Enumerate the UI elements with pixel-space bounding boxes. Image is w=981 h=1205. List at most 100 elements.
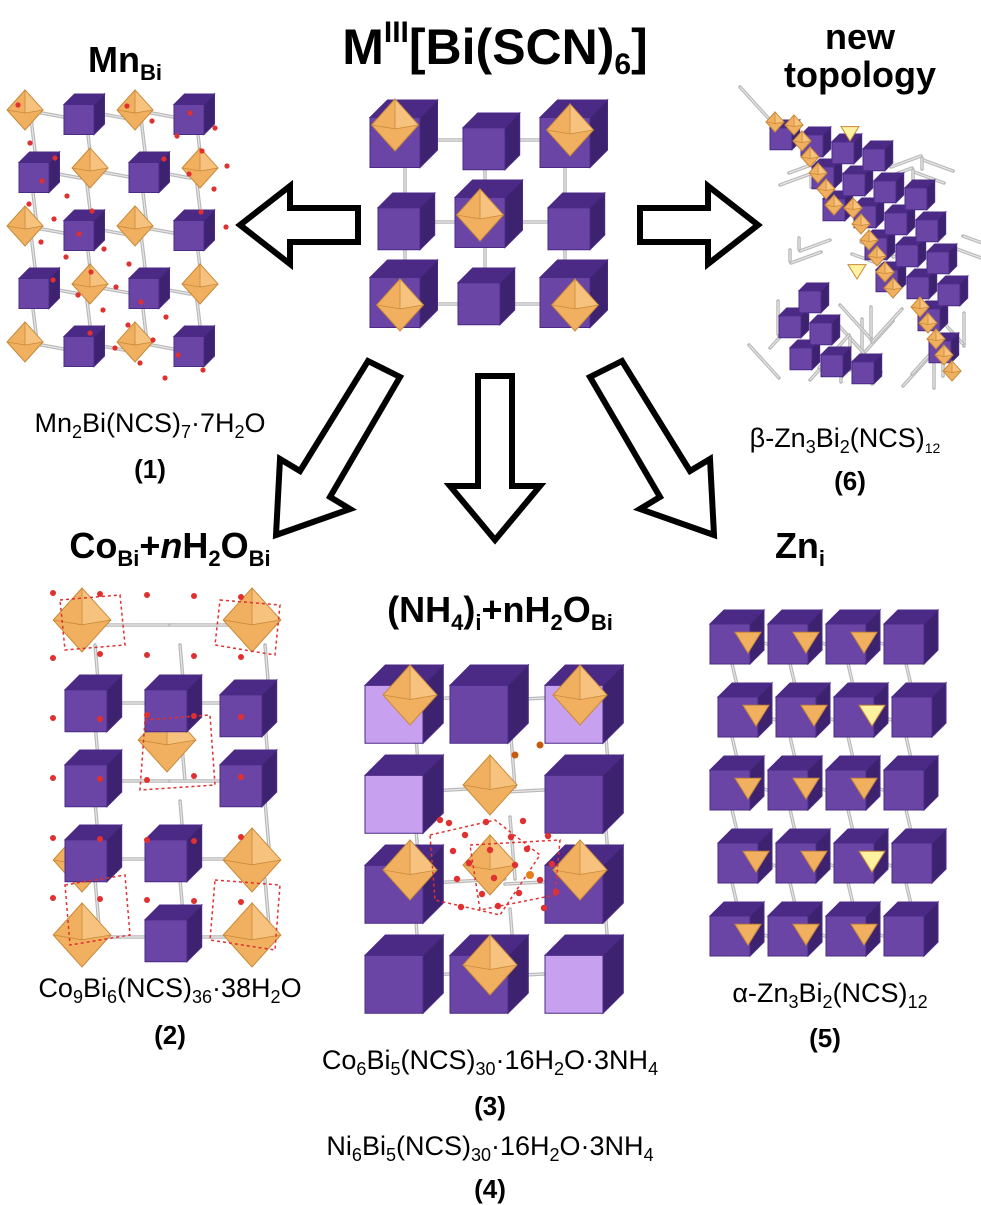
bi-polyhedron [127, 150, 171, 194]
bi-polyhedron [172, 92, 216, 136]
bi-polyhedron [172, 324, 216, 368]
atom [494, 902, 502, 910]
m-polyhedron [116, 88, 154, 131]
atom [163, 314, 169, 320]
nh4-title: (NH4)i+nH2OBi [387, 589, 613, 635]
bi-polyhedron [894, 235, 927, 268]
bi-polyhedron [172, 208, 216, 252]
formula-1: Mn2Bi(NCS)7·7H2O [34, 408, 266, 442]
formula-6: β-Zn3Bi2(NCS)12 [749, 423, 941, 457]
atom [186, 171, 192, 177]
atom [137, 360, 143, 366]
m-polyhedron [462, 753, 518, 816]
atom [238, 714, 244, 720]
atom [511, 861, 519, 869]
atom [223, 224, 229, 230]
atom [238, 594, 244, 600]
m-polyhedron [792, 129, 812, 152]
atom [200, 367, 206, 373]
zn-tetrahedron [792, 631, 820, 654]
arrow-down [443, 373, 547, 545]
atom [97, 591, 103, 597]
atom [50, 715, 56, 721]
atom [436, 816, 444, 824]
mn-bi-title: MnBi [88, 39, 162, 85]
label-4: (4) [474, 1174, 506, 1204]
atom [486, 846, 494, 854]
m-polyhedron [370, 97, 420, 152]
h-bond-network [59, 594, 126, 651]
zn-tetrahedron [734, 923, 762, 946]
bi-polyhedron [936, 274, 969, 307]
m-polyhedron [71, 146, 109, 189]
m-polyhedron [883, 276, 903, 299]
new-topology-title: new topology [784, 16, 936, 95]
atom [50, 277, 56, 283]
atom [478, 890, 486, 898]
atom [482, 818, 490, 826]
h-bond-network [139, 714, 216, 791]
m-polyhedron [942, 359, 962, 382]
atom [50, 590, 56, 596]
m-polyhedron [918, 311, 938, 334]
m-polyhedron [910, 295, 930, 318]
atom [552, 888, 560, 896]
atom [515, 889, 523, 897]
atom [144, 777, 150, 783]
bi-polyhedron [62, 324, 106, 368]
bi-polyhedron [448, 663, 530, 745]
bi-polyhedron [905, 267, 938, 300]
atom [540, 904, 548, 912]
atom [536, 876, 544, 884]
atom [449, 847, 457, 855]
bi-polyhedron [882, 608, 940, 666]
bi-polyhedron [850, 352, 883, 385]
structure-5 [708, 608, 948, 958]
h-bond-network [214, 599, 281, 656]
zn-tetrahedron [800, 704, 828, 727]
atom [544, 832, 552, 840]
bi-polyhedron [830, 132, 863, 165]
atom [548, 860, 556, 868]
atom [523, 845, 531, 853]
bi-polyhedron [218, 748, 278, 808]
structure-1 [6, 88, 230, 381]
m-polyhedron [552, 663, 608, 726]
bi-polyhedron [882, 900, 940, 958]
bi-polyhedron [461, 111, 521, 171]
bi-polyhedron [63, 748, 123, 808]
m-polyhedron [222, 901, 282, 968]
atom [50, 835, 56, 841]
atom [112, 345, 118, 351]
formula-2: Co9Bi6(NCS)36·38H2O [38, 973, 302, 1007]
m-polyhedron [800, 145, 820, 168]
bi-polyhedron [363, 753, 445, 835]
structure-6 [738, 85, 981, 390]
atom [212, 125, 218, 131]
bi-polyhedron [546, 191, 606, 251]
m-polyhedron [462, 933, 518, 996]
bi-polyhedron [861, 139, 894, 172]
zn-tetrahedron [858, 850, 886, 873]
bi-polyhedron [143, 673, 203, 733]
zn-tetrahedron [734, 777, 762, 800]
co-bi-title: CoBi+nH2OBi [69, 525, 271, 571]
m-polyhedron [222, 826, 282, 893]
bi-polyhedron [832, 681, 890, 739]
bi-polyhedron [63, 823, 123, 883]
bi-polyhedron [841, 164, 874, 197]
zn-i-title: Zni [774, 525, 826, 571]
atom [191, 773, 197, 779]
bi-polyhedron [903, 178, 936, 211]
m-polyhedron [824, 193, 844, 216]
atom [113, 284, 119, 290]
structure-3 [363, 663, 625, 1015]
atom [97, 896, 103, 902]
m-polyhedron [382, 663, 438, 726]
bi-polyhedron [17, 150, 61, 194]
bi-polyhedron [797, 281, 830, 314]
atom [97, 836, 103, 842]
label-5: (5) [809, 1023, 841, 1053]
atom [191, 713, 197, 719]
m-polyhedron [181, 262, 219, 305]
